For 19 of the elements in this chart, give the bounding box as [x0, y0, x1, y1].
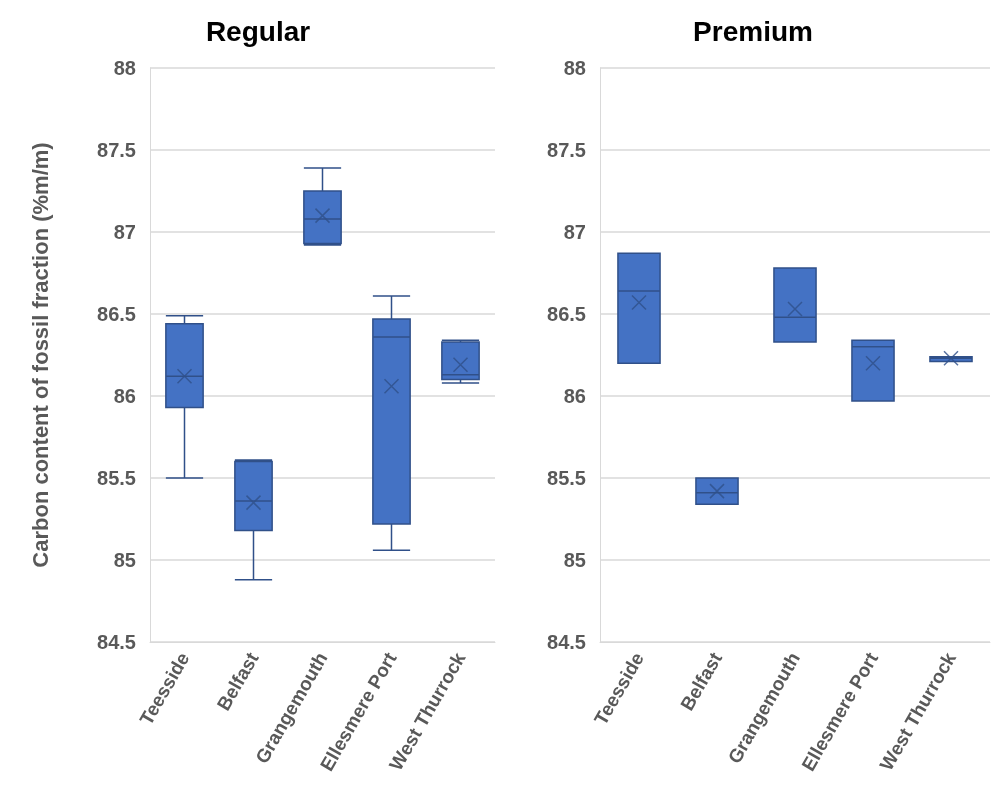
y-tick-label: 85: [113, 549, 136, 571]
y-tick-label: 85: [563, 549, 586, 571]
y-tick-label: 86.5: [547, 303, 586, 325]
y-tick-label: 86.5: [97, 303, 136, 325]
y-tick-label: 86: [113, 385, 136, 407]
y-tick-label: 84.5: [547, 631, 586, 653]
y-tick-label: 87.5: [547, 139, 586, 161]
y-tick-label: 87: [113, 221, 136, 243]
y-tick-label: 85.5: [547, 467, 586, 489]
chart-title: Premium: [693, 15, 813, 47]
y-tick-label: 88: [113, 57, 136, 79]
y-tick-label: 87: [563, 221, 586, 243]
y-axis-title: Carbon content of fossil fraction (%m/m): [27, 142, 53, 568]
y-tick-label: 84.5: [97, 631, 136, 653]
y-tick-label: 85.5: [97, 467, 136, 489]
chart-title: Regular: [205, 15, 311, 47]
y-tick-label: 86: [563, 385, 586, 407]
y-tick-label: 88: [563, 57, 586, 79]
y-tick-label: 87.5: [97, 139, 136, 161]
